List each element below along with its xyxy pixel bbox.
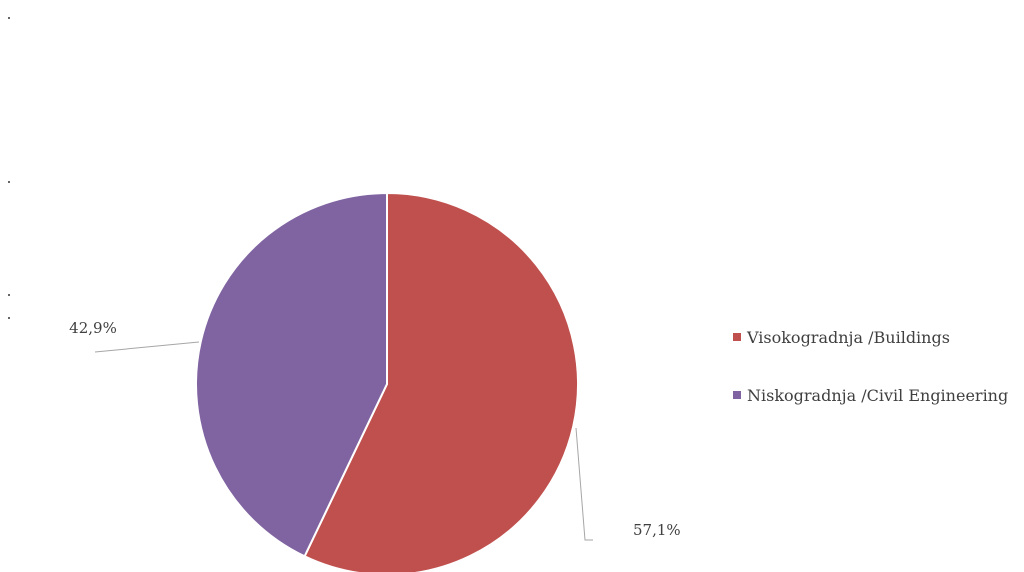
data-label: 42,9% [69, 319, 117, 337]
legend-label: Niskogradnja /Civil Engineering [747, 385, 1009, 405]
edge-tick-mark [8, 17, 10, 19]
edge-tick-mark [8, 317, 10, 319]
data-label: 57,1% [633, 521, 681, 539]
pie-slice [303, 191, 579, 572]
legend-swatch [733, 391, 741, 399]
edge-tick-mark [8, 294, 10, 296]
leader-line [575, 427, 593, 541]
leader-line [94, 341, 200, 353]
legend-label: Visokogradnja /Buildings [747, 327, 950, 347]
edge-tick-mark [8, 181, 10, 183]
legend-item: Visokogradnja /Buildings [733, 326, 1008, 348]
legend-item: Niskogradnja /Civil Engineering [733, 384, 1008, 406]
legend: Visokogradnja /Buildings Niskogradnja /C… [733, 326, 1008, 442]
pie-slice [195, 191, 388, 558]
legend-swatch [733, 333, 741, 341]
